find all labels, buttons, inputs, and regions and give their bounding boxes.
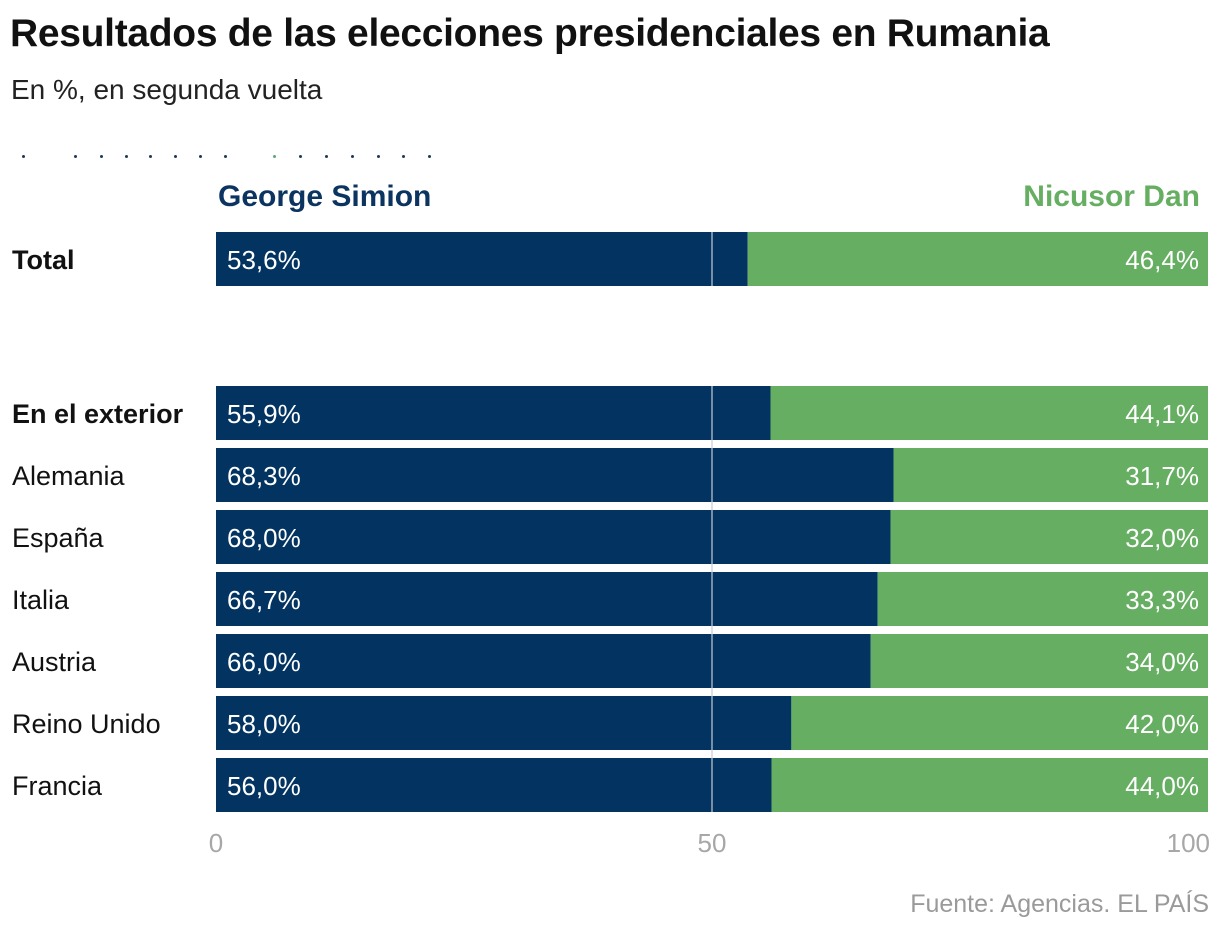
decorative-dots <box>18 152 438 164</box>
bar-nicusor-dan-total <box>747 232 1208 286</box>
category-label-total: Total <box>12 245 75 275</box>
legend-nicusor-dan: Nicusor Dan <box>1023 180 1200 213</box>
x-tick-label-50: 50 <box>698 828 727 858</box>
bar-george-simion-alemania <box>216 448 894 502</box>
bar-nicusor-dan-espana <box>890 510 1208 564</box>
bar-george-simion-francia <box>216 758 772 812</box>
bar-nicusor-dan-francia <box>771 758 1208 812</box>
x-tick-label-100: 100 <box>1167 828 1210 858</box>
chart-subtitle: En %, en segunda vuelta <box>11 74 323 105</box>
data-label-nicusor-dan-espana: 32,0% <box>1125 523 1199 553</box>
category-label-austria: Austria <box>12 647 97 677</box>
bar-george-simion-en-el-exterior <box>216 386 771 440</box>
bar-george-simion-austria <box>216 634 871 688</box>
data-label-george-simion-italia: 66,7% <box>227 585 301 615</box>
data-label-george-simion-alemania: 68,3% <box>227 461 301 491</box>
source-note: Fuente: Agencias. EL PAÍS <box>910 890 1209 918</box>
data-label-nicusor-dan-alemania: 31,7% <box>1125 461 1199 491</box>
data-label-george-simion-en-el-exterior: 55,9% <box>227 399 301 429</box>
data-label-george-simion-total: 53,6% <box>227 245 301 275</box>
category-label-francia: Francia <box>12 771 103 801</box>
chart-title: Resultados de las elecciones presidencia… <box>10 12 1050 55</box>
category-label-italia: Italia <box>12 585 70 615</box>
category-label-reino-unido: Reino Unido <box>12 709 161 739</box>
data-label-nicusor-dan-francia: 44,0% <box>1125 771 1199 801</box>
bar-nicusor-dan-austria <box>870 634 1208 688</box>
category-label-en-el-exterior: En el exterior <box>12 399 184 429</box>
data-label-george-simion-reino-unido: 58,0% <box>227 709 301 739</box>
bar-george-simion-total <box>216 232 748 286</box>
category-label-espana: España <box>12 523 105 553</box>
legend-george-simion: George Simion <box>218 180 432 213</box>
x-tick-label-0: 0 <box>209 828 223 858</box>
bar-george-simion-espana <box>216 510 891 564</box>
category-label-alemania: Alemania <box>12 461 126 491</box>
data-label-george-simion-austria: 66,0% <box>227 647 301 677</box>
bar-george-simion-italia <box>216 572 878 626</box>
data-label-nicusor-dan-austria: 34,0% <box>1125 647 1199 677</box>
data-label-nicusor-dan-total: 46,4% <box>1125 245 1199 275</box>
data-label-nicusor-dan-en-el-exterior: 44,1% <box>1125 399 1199 429</box>
bar-nicusor-dan-alemania <box>893 448 1208 502</box>
bar-nicusor-dan-reino-unido <box>791 696 1208 750</box>
data-label-george-simion-espana: 68,0% <box>227 523 301 553</box>
data-label-nicusor-dan-italia: 33,3% <box>1125 585 1199 615</box>
bar-george-simion-reino-unido <box>216 696 792 750</box>
bar-nicusor-dan-italia <box>877 572 1208 626</box>
data-label-nicusor-dan-reino-unido: 42,0% <box>1125 709 1199 739</box>
bar-nicusor-dan-en-el-exterior <box>770 386 1208 440</box>
data-label-george-simion-francia: 56,0% <box>227 771 301 801</box>
